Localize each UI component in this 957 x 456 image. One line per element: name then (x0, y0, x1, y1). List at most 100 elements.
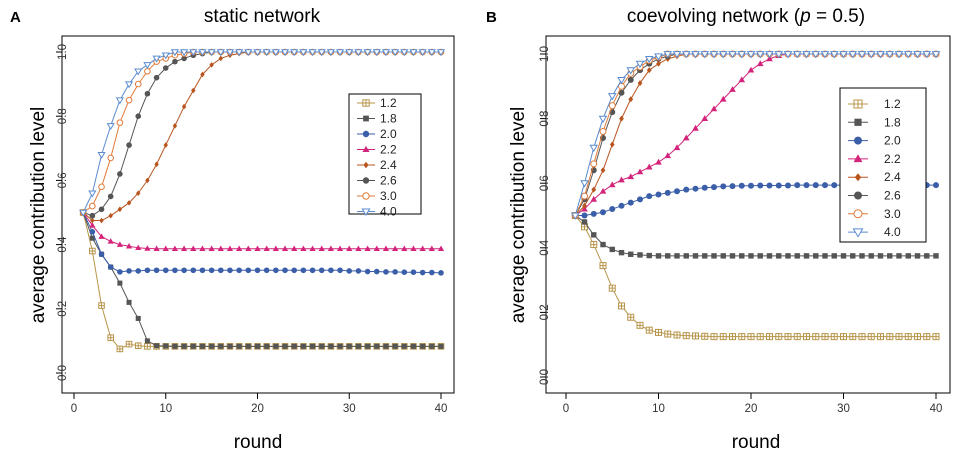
data-point (198, 49, 207, 57)
x-tick-label-b: 40 (930, 403, 943, 415)
y-tick-label-b: 0.8 (539, 111, 551, 127)
data-point (922, 51, 932, 59)
data-point (144, 67, 151, 75)
data-point (628, 251, 634, 257)
data-point (813, 253, 819, 259)
data-point (226, 245, 234, 252)
data-point (664, 330, 672, 338)
data-point (720, 253, 726, 259)
data-point (372, 49, 381, 57)
data-point (163, 343, 169, 349)
data-point (618, 176, 625, 183)
x-tick-label-a: 0 (71, 403, 77, 415)
data-point (924, 253, 930, 259)
data-point (300, 245, 307, 252)
data-point (162, 65, 169, 71)
data-point (199, 267, 206, 274)
data-point (757, 182, 764, 189)
data-point (646, 67, 652, 74)
data-point (637, 252, 643, 258)
data-point (570, 212, 580, 220)
data-point (655, 328, 662, 336)
data-point (748, 253, 754, 259)
data-point (107, 154, 114, 162)
data-point (236, 245, 243, 252)
data-point (655, 191, 662, 198)
data-point (607, 93, 617, 101)
data-point (674, 253, 680, 259)
data-point (591, 186, 597, 193)
y-tick-label-a: 0.2 (57, 301, 69, 317)
data-point (144, 245, 151, 251)
data-point (153, 74, 160, 81)
data-point (236, 343, 242, 349)
data-point (590, 241, 598, 249)
series-line (82, 212, 441, 250)
data-point (757, 253, 763, 259)
data-point (850, 253, 856, 259)
data-point (866, 51, 876, 59)
data-point (245, 245, 252, 252)
y-tick-label-a: 1.0 (57, 44, 69, 60)
legend-item-b-2-4: 2.4 (848, 170, 901, 184)
data-point (326, 49, 335, 57)
panel-letter-b: B (486, 9, 497, 26)
chart-title-b: coevolving network (p = 0.5) (627, 6, 865, 27)
data-point (89, 202, 96, 210)
legend-marker (854, 118, 862, 126)
legend-label: 1.8 (884, 115, 901, 129)
data-point (755, 51, 765, 59)
data-point (199, 343, 205, 349)
data-point (812, 182, 819, 189)
x-axis-label-b: round (732, 432, 781, 453)
data-point (374, 343, 380, 349)
data-point (199, 245, 206, 252)
data-point (106, 123, 115, 131)
data-point (831, 182, 838, 189)
data-point (181, 103, 187, 110)
data-point (245, 267, 252, 274)
data-point (355, 245, 362, 252)
y-tick-label-b: 0.6 (539, 175, 551, 191)
data-point (627, 173, 635, 180)
data-point (729, 253, 736, 259)
data-point (776, 253, 782, 259)
data-point (420, 343, 426, 349)
data-point (299, 49, 308, 57)
legend-marker (853, 154, 863, 163)
data-point (719, 333, 727, 341)
data-point (126, 200, 132, 206)
y-tick-label-a: 0.4 (57, 236, 69, 253)
legend-item-a-2-6: 2.6 (357, 174, 397, 188)
series-line (82, 212, 441, 350)
data-point (89, 235, 95, 241)
data-point (673, 144, 681, 151)
legend-item-a-3-0: 3.0 (357, 189, 397, 203)
data-point (748, 182, 754, 189)
data-point (820, 51, 830, 59)
data-point (98, 251, 105, 258)
legend-label: 2.6 (884, 189, 901, 203)
data-point (618, 249, 625, 256)
data-point (401, 343, 407, 349)
data-point (107, 193, 114, 200)
data-point (747, 333, 755, 341)
data-point (264, 343, 270, 349)
data-point (401, 245, 408, 252)
legend-label: 3.0 (380, 189, 397, 203)
data-point (135, 244, 142, 251)
data-point (191, 87, 196, 94)
data-point (98, 302, 105, 309)
data-point (646, 193, 653, 200)
data-point (665, 253, 671, 259)
data-point (710, 333, 718, 341)
data-point (701, 184, 708, 191)
data-point (913, 51, 922, 59)
data-point (609, 246, 615, 253)
data-point (628, 96, 634, 103)
data-point (171, 245, 179, 252)
legend-label: 1.8 (380, 112, 397, 126)
data-point (857, 51, 867, 59)
data-point (382, 245, 390, 252)
y-tick-label-b: 0.4 (539, 239, 551, 256)
